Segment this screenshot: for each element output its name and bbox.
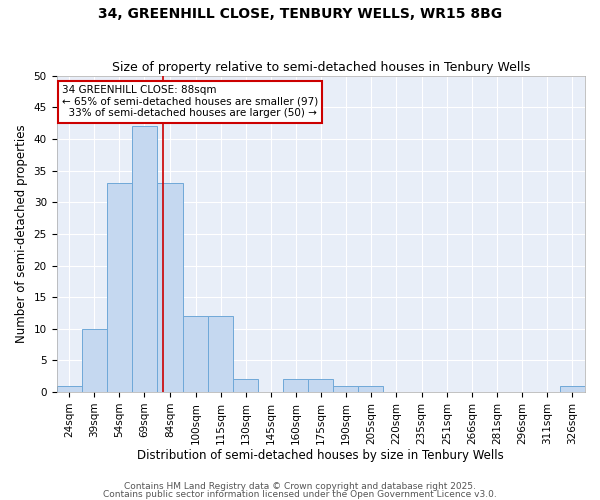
Bar <box>283 380 308 392</box>
Bar <box>56 386 82 392</box>
Bar <box>82 329 107 392</box>
X-axis label: Distribution of semi-detached houses by size in Tenbury Wells: Distribution of semi-detached houses by … <box>137 450 504 462</box>
Bar <box>183 316 208 392</box>
Text: Contains public sector information licensed under the Open Government Licence v3: Contains public sector information licen… <box>103 490 497 499</box>
Bar <box>131 126 157 392</box>
Bar <box>208 316 233 392</box>
Bar <box>358 386 383 392</box>
Y-axis label: Number of semi-detached properties: Number of semi-detached properties <box>15 124 28 343</box>
Bar <box>157 184 183 392</box>
Bar <box>333 386 358 392</box>
Text: 34, GREENHILL CLOSE, TENBURY WELLS, WR15 8BG: 34, GREENHILL CLOSE, TENBURY WELLS, WR15… <box>98 8 502 22</box>
Bar <box>308 380 333 392</box>
Text: Contains HM Land Registry data © Crown copyright and database right 2025.: Contains HM Land Registry data © Crown c… <box>124 482 476 491</box>
Bar <box>233 380 258 392</box>
Bar <box>107 184 131 392</box>
Text: 34 GREENHILL CLOSE: 88sqm
← 65% of semi-detached houses are smaller (97)
  33% o: 34 GREENHILL CLOSE: 88sqm ← 65% of semi-… <box>62 85 318 118</box>
Title: Size of property relative to semi-detached houses in Tenbury Wells: Size of property relative to semi-detach… <box>112 62 530 74</box>
Bar <box>560 386 585 392</box>
